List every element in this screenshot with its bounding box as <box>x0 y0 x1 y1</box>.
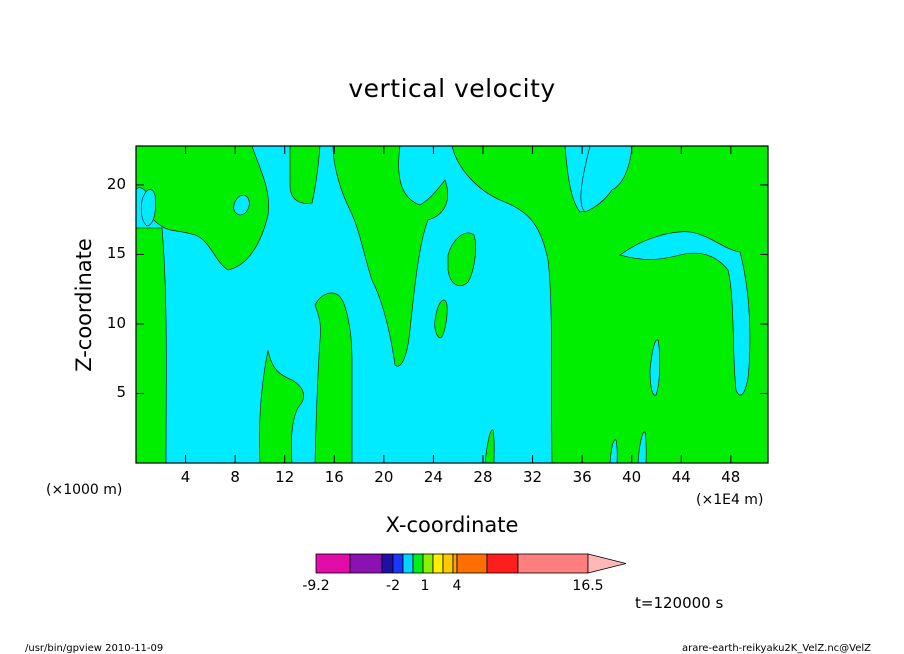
chart-title: vertical velocity <box>348 74 556 103</box>
colorbar-tick-label: -9.2 <box>302 578 330 594</box>
positive-velocity-region <box>314 292 353 463</box>
x-tick-label: 32 <box>523 468 543 486</box>
y-tick-label: 20 <box>106 174 126 193</box>
colorbar-tick-label: 1 <box>420 578 430 594</box>
colorbar-swatch <box>402 553 414 574</box>
positive-velocity-region <box>451 146 768 463</box>
x-tick-label: 48 <box>721 468 741 486</box>
positive-velocity-region <box>434 299 448 339</box>
positive-velocity-region <box>259 349 304 463</box>
positive-velocity-region <box>447 232 476 286</box>
colorbar <box>315 553 627 574</box>
negative-velocity-region <box>609 439 618 463</box>
colorbar-swatch <box>315 553 351 574</box>
colorbar-swatch <box>452 553 458 574</box>
x-tick-label: 24 <box>423 468 443 486</box>
colorbar-swatch <box>486 553 519 574</box>
x-axis-label: X-coordinate <box>385 513 519 537</box>
colorbar-swatch <box>456 553 488 574</box>
colorbar-tick-label: -2 <box>386 578 400 594</box>
x-tick-label: 16 <box>324 468 344 486</box>
negative-velocity-region <box>619 231 751 396</box>
x-tick-label: 8 <box>230 468 240 486</box>
plot-frame <box>135 145 769 464</box>
x-tick-label: 36 <box>572 468 592 486</box>
positive-velocity-region <box>484 429 495 463</box>
negative-velocity-region <box>140 189 156 227</box>
colorbar-swatch <box>422 553 434 574</box>
x-tick-label: 20 <box>374 468 394 486</box>
positive-velocity-region <box>136 227 167 463</box>
x-scale-note: (×1E4 m) <box>696 492 764 508</box>
colorbar-swatch <box>442 553 454 574</box>
colorbar-swatch <box>432 553 444 574</box>
x-tick-label: 44 <box>671 468 691 486</box>
contour-field <box>136 146 768 463</box>
colorbar-swatch <box>392 553 404 574</box>
x-tick-label: 28 <box>473 468 493 486</box>
x-tick-label: 4 <box>180 468 191 486</box>
tick-marks <box>136 146 768 463</box>
footer-right: arare-earth-reikyaku2K_VelZ.nc@VelZ <box>682 643 872 654</box>
footer-left: /usr/bin/gpview 2010-11-09 <box>25 643 164 654</box>
colorbar-tick-label: 16.5 <box>572 578 604 594</box>
positive-velocity-region <box>289 146 321 204</box>
y-tick-label: 15 <box>106 244 126 263</box>
time-label: t=120000 s <box>635 594 724 612</box>
positive-velocity-region <box>332 146 448 367</box>
negative-velocity-region <box>637 431 647 463</box>
colorbar-swatch <box>517 553 589 574</box>
y-tick-label: 5 <box>116 383 126 402</box>
negative-velocity-region <box>580 146 633 213</box>
x-tick-label: 40 <box>622 468 642 486</box>
colorbar-swatch <box>381 553 394 574</box>
x-tick-label: 12 <box>275 468 295 486</box>
colorbar-swatch <box>412 553 424 574</box>
y-tick-label: 10 <box>106 313 126 332</box>
x-unit-label: (×1000 m) <box>46 482 123 498</box>
negative-velocity-region <box>649 339 661 396</box>
colorbar-tick-label: 4 <box>452 578 462 594</box>
negative-velocity-region <box>233 194 250 216</box>
colorbar-extend-arrow <box>587 553 627 574</box>
colorbar-swatch <box>349 553 383 574</box>
